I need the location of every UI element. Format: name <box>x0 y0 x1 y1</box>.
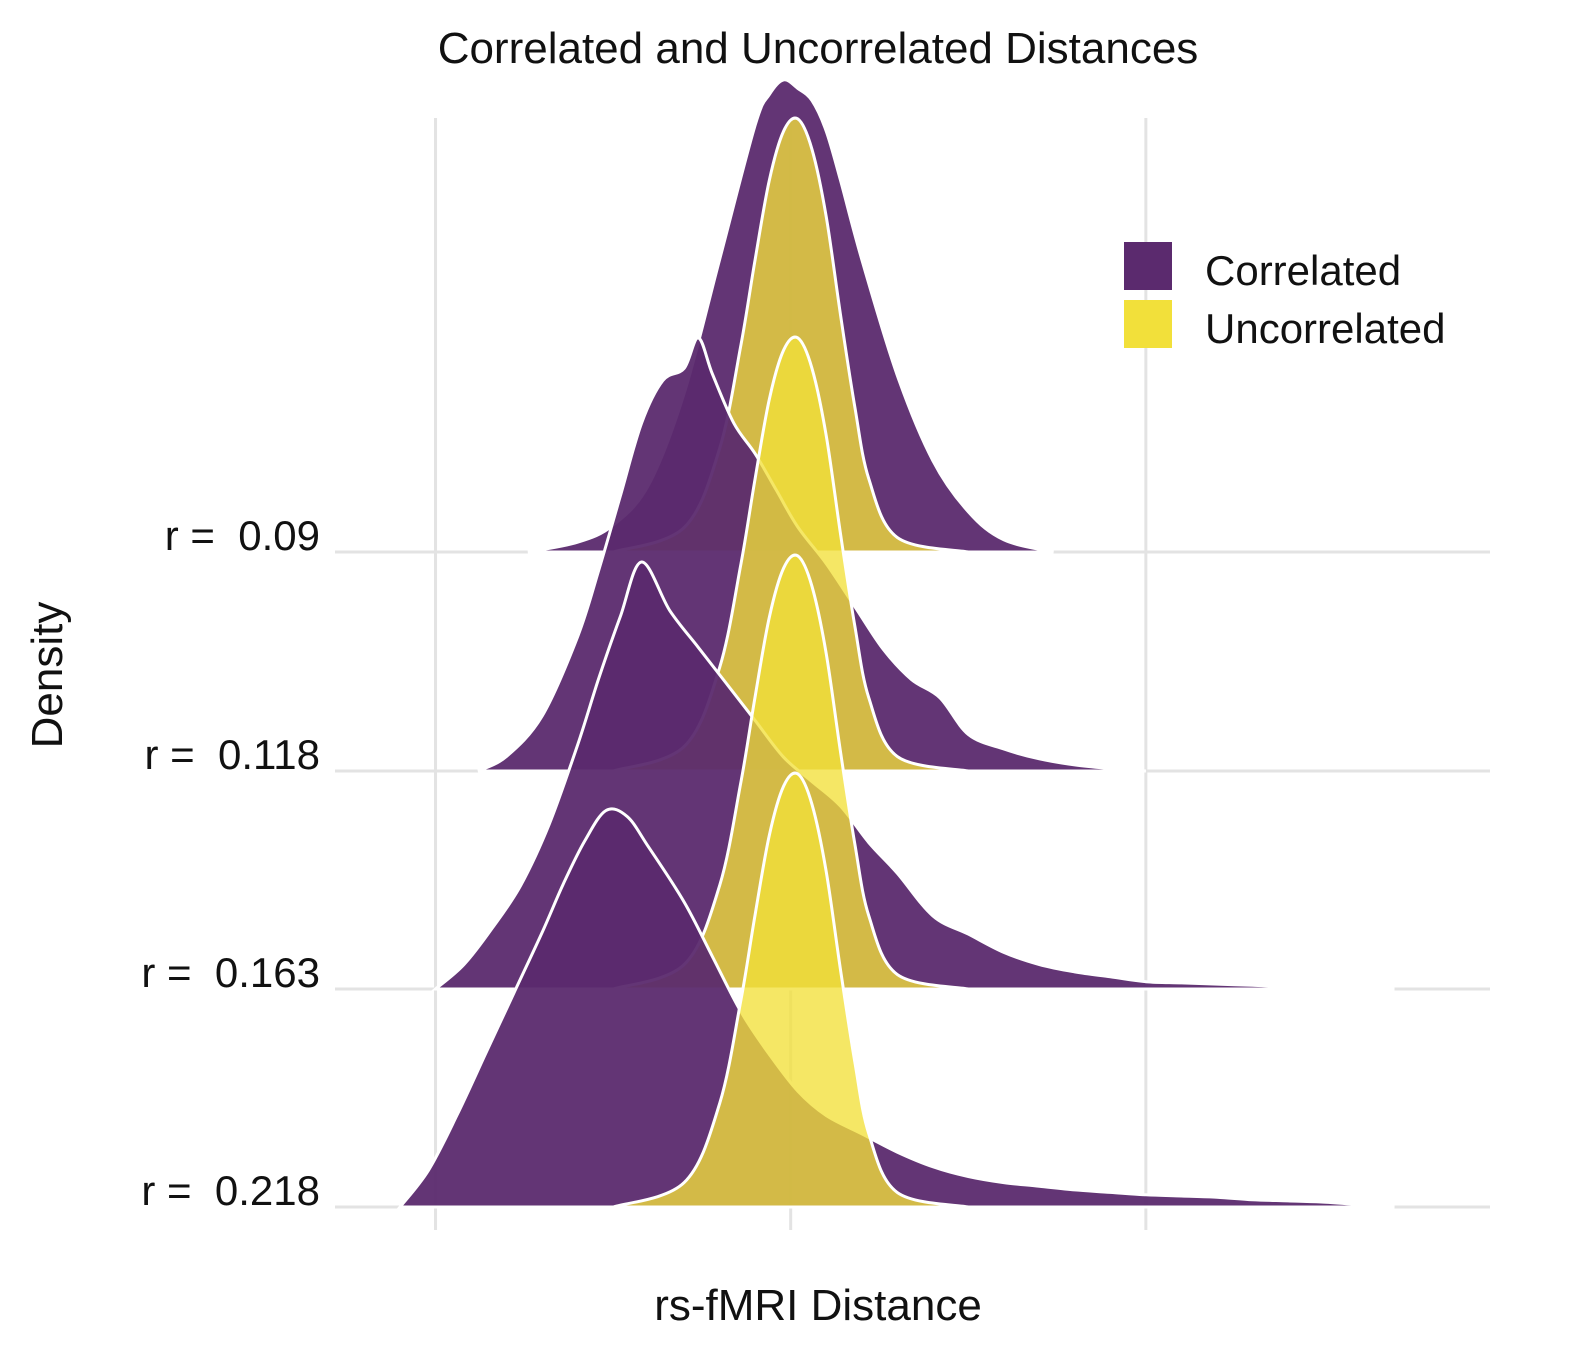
ridges-layer <box>396 78 1395 1209</box>
ridge-2 <box>431 553 1395 991</box>
ridge-label-1: r = 0.118 <box>144 731 320 778</box>
chart-title: Correlated and Uncorrelated Distances <box>438 24 1199 73</box>
legend: Correlated Uncorrelated <box>1124 242 1445 352</box>
ridge-label-2: r = 0.163 <box>141 949 320 996</box>
ridge-3 <box>396 771 1395 1209</box>
x-axis-label: rs-fMRI Distance <box>654 1281 982 1330</box>
labels-layer: r = 0.09 r = 0.118 r = 0.163 r = 0.218 <box>141 512 320 1214</box>
legend-swatch-correlated <box>1124 242 1172 290</box>
legend-swatch-uncorrelated <box>1124 300 1172 348</box>
ridge-label-3: r = 0.218 <box>141 1167 320 1214</box>
ridge-2-uncorrelated-density <box>612 553 969 991</box>
ridge-1-uncorrelated-density <box>612 335 969 773</box>
legend-label-correlated: Correlated <box>1205 247 1401 294</box>
y-axis-label: Density <box>23 602 72 749</box>
legend-label-uncorrelated: Uncorrelated <box>1205 305 1445 352</box>
ridge-label-0: r = 0.09 <box>165 512 320 559</box>
ridge-3-uncorrelated-density <box>612 771 969 1209</box>
